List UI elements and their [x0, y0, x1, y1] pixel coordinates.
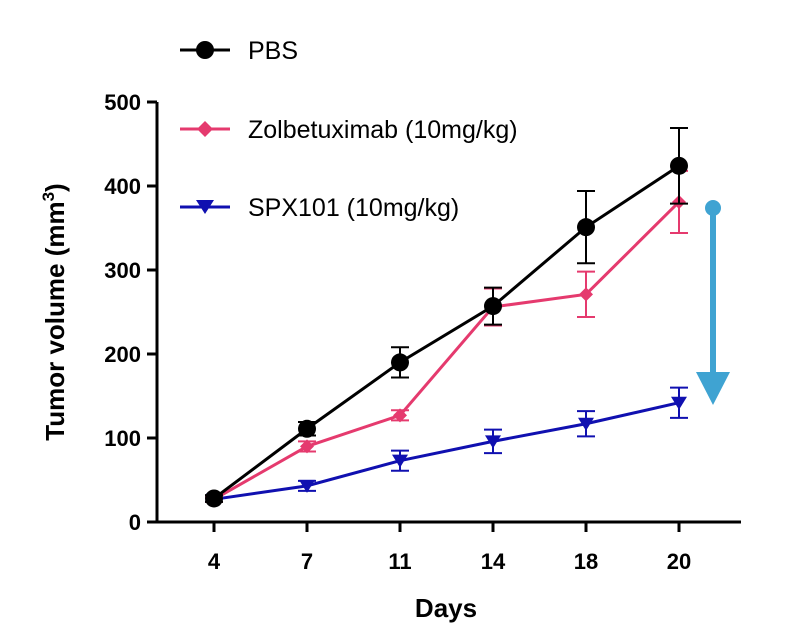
- data-point-zolbetuximab-7: [300, 439, 314, 454]
- data-point-spx101-11: [392, 454, 408, 468]
- y-tick-label-100: 100: [104, 426, 141, 451]
- series-line-pbs: [213, 164, 680, 500]
- data-point-pbs-4: [205, 489, 223, 508]
- x-axis-title: Days: [415, 593, 477, 623]
- series-pbs: [205, 127, 688, 508]
- legend-marker-spx101: [196, 200, 214, 214]
- legend: PBS Zolbetuximab (10mg/kg) SPX101 (10mg/…: [180, 37, 518, 222]
- y-tick-label-0: 0: [129, 510, 141, 535]
- legend-entry-spx101: SPX101 (10mg/kg): [180, 194, 459, 222]
- legend-marker-pbs: [196, 41, 214, 59]
- data-point-spx101-7: [299, 479, 315, 493]
- downward-arrow: [696, 200, 730, 405]
- y-axis-title: Tumor volume (mm3): [39, 183, 70, 440]
- x-tick-label-4: 4: [208, 549, 221, 574]
- data-point-zolbetuximab-11: [393, 408, 407, 423]
- data-point-zolbetuximab-18: [579, 287, 593, 302]
- arrow-head: [696, 372, 730, 405]
- data-point-pbs-7: [298, 419, 316, 438]
- x-tick-label-20: 20: [667, 549, 691, 574]
- data-point-spx101-14: [485, 435, 501, 449]
- legend-entry-zolbetuximab: Zolbetuximab (10mg/kg): [180, 116, 518, 144]
- y-axis-title-close: ): [40, 183, 70, 192]
- legend-label-spx101: SPX101 (10mg/kg): [248, 194, 459, 222]
- series-line-spx101: [213, 401, 680, 501]
- x-tick-label-11: 11: [388, 549, 411, 574]
- legend-entry-pbs: PBS: [180, 37, 298, 65]
- y-tick-label-200: 200: [104, 342, 141, 367]
- legend-label-pbs: PBS: [248, 37, 298, 65]
- data-point-pbs-11: [391, 353, 409, 372]
- y-axis-title-main: Tumor volume (mm: [40, 201, 70, 440]
- x-tick-label-18: 18: [574, 549, 598, 574]
- x-tick-label-7: 7: [301, 549, 313, 574]
- legend-label-zolbetuximab: Zolbetuximab (10mg/kg): [248, 116, 518, 144]
- series-line-zolbetuximab: [213, 200, 681, 501]
- y-axis-title-sup: 3: [39, 192, 58, 201]
- legend-marker-zolbetuximab: [197, 121, 213, 137]
- data-point-pbs-14: [484, 297, 502, 316]
- data-point-pbs-20: [670, 156, 688, 175]
- y-tick-label-500: 500: [104, 90, 141, 115]
- y-tick-label-400: 400: [104, 174, 141, 199]
- data-point-spx101-18: [578, 417, 594, 431]
- x-tick-label-14: 14: [481, 549, 506, 574]
- data-point-pbs-18: [577, 218, 595, 237]
- data-point-spx101-20: [671, 396, 687, 410]
- series-spx101: [205, 386, 688, 507]
- y-tick-label-300: 300: [104, 258, 141, 283]
